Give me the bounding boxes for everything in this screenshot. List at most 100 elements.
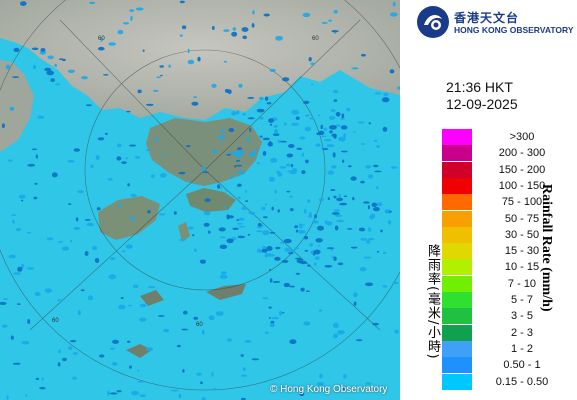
rain-echo — [41, 377, 44, 381]
outer-island-2 — [140, 290, 164, 306]
legend-swatch — [442, 145, 472, 162]
rain-echo — [367, 237, 375, 241]
rain-echo — [162, 153, 166, 156]
rain-echo — [157, 315, 165, 317]
rain-echo — [197, 56, 201, 62]
rain-echo — [108, 274, 117, 280]
rain-echo — [12, 362, 21, 365]
rain-echo — [235, 164, 243, 167]
rain-echo — [129, 365, 132, 369]
copyright-text: © Hong Kong Observatory — [270, 384, 388, 395]
rain-echo — [343, 133, 346, 138]
rain-echo — [332, 322, 339, 329]
rain-echo — [320, 147, 326, 149]
rain-echo — [39, 387, 46, 390]
legend-swatch — [442, 194, 472, 211]
legend-swatch — [442, 275, 472, 292]
rain-echo — [15, 227, 22, 232]
rain-echo — [226, 238, 234, 244]
rain-echo — [347, 228, 353, 230]
legend-range-label: 0.15 - 0.50 — [495, 375, 549, 388]
rain-echo — [179, 0, 185, 4]
rain-echo — [232, 227, 239, 230]
rain-echo — [367, 227, 372, 232]
rain-echo — [109, 392, 118, 395]
legend-range-label: 0.50 - 1 — [503, 359, 541, 372]
legend-row: 10 - 15 — [442, 259, 572, 276]
radar-map[interactable]: 60 60 60 60 © Hong Kong Observatory — [0, 0, 400, 400]
rain-echo — [247, 117, 255, 120]
rain-echo — [67, 160, 75, 163]
rain-echo — [232, 27, 237, 31]
rain-echo — [139, 303, 147, 308]
legend-swatch — [442, 210, 472, 227]
rain-echo — [307, 264, 311, 267]
rain-echo — [112, 339, 119, 344]
rain-echo — [156, 76, 161, 79]
rain-echo — [245, 190, 247, 194]
rain-echo — [314, 262, 317, 266]
rain-echo — [326, 247, 335, 250]
rain-echo — [271, 316, 279, 320]
rain-echo — [44, 288, 52, 293]
rain-echo — [107, 390, 110, 396]
rain-echo — [320, 135, 327, 138]
rain-echo — [262, 151, 267, 156]
rain-echo — [269, 278, 273, 283]
rain-echo — [182, 369, 185, 373]
rain-echo — [318, 198, 325, 202]
range-label: 60 — [196, 322, 203, 328]
rain-echo — [89, 1, 96, 5]
rain-echo — [1, 123, 5, 129]
rain-echo — [181, 25, 187, 30]
rain-echo — [92, 125, 95, 127]
rain-echo — [46, 70, 54, 76]
rain-echo — [365, 382, 372, 385]
rain-echo — [121, 161, 127, 165]
rain-echo — [272, 133, 280, 137]
legend-swatch — [442, 340, 472, 357]
rain-echo — [373, 164, 379, 168]
rain-echo — [173, 211, 177, 215]
rain-echo — [100, 37, 103, 42]
hko-logo[interactable]: 香港天文台 HONG KONG OBSERVATORY — [416, 5, 576, 39]
rain-echo — [241, 27, 249, 32]
rain-echo — [284, 247, 291, 252]
rain-echo — [238, 196, 241, 200]
lantau-island — [98, 196, 160, 240]
rain-echo — [291, 122, 299, 126]
rain-echo — [224, 88, 230, 93]
rain-echo — [324, 138, 332, 142]
rain-echo — [256, 248, 261, 253]
rain-echo — [289, 249, 296, 252]
rain-echo — [58, 349, 61, 354]
rain-echo — [238, 83, 243, 88]
rain-echo — [365, 282, 373, 287]
rain-echo — [335, 112, 341, 117]
rain-echo — [389, 12, 398, 17]
rain-echo — [323, 127, 328, 131]
rain-echo — [333, 99, 338, 102]
rain-echo — [343, 386, 346, 391]
rain-echo — [196, 372, 202, 376]
rain-echo — [333, 195, 337, 199]
rain-echo — [178, 171, 186, 175]
rain-echo — [319, 373, 323, 379]
legend-row: 30 - 50 — [442, 226, 572, 243]
rain-echo — [280, 140, 288, 143]
rain-echo — [237, 235, 245, 239]
rain-echo — [181, 328, 188, 331]
rain-echo — [121, 250, 127, 253]
legend-range-label: 3 - 5 — [510, 310, 533, 323]
legend-range-label: 150 - 200 — [498, 163, 546, 176]
rain-echo — [1, 324, 8, 328]
rain-echo — [298, 224, 305, 226]
rain-echo — [300, 261, 308, 265]
rain-echo — [135, 7, 144, 11]
rain-echo — [80, 289, 85, 292]
rain-echo — [37, 115, 45, 119]
rain-echo — [21, 340, 30, 345]
rain-echo — [315, 143, 321, 147]
rain-echo — [234, 165, 237, 168]
rain-echo — [289, 172, 297, 175]
